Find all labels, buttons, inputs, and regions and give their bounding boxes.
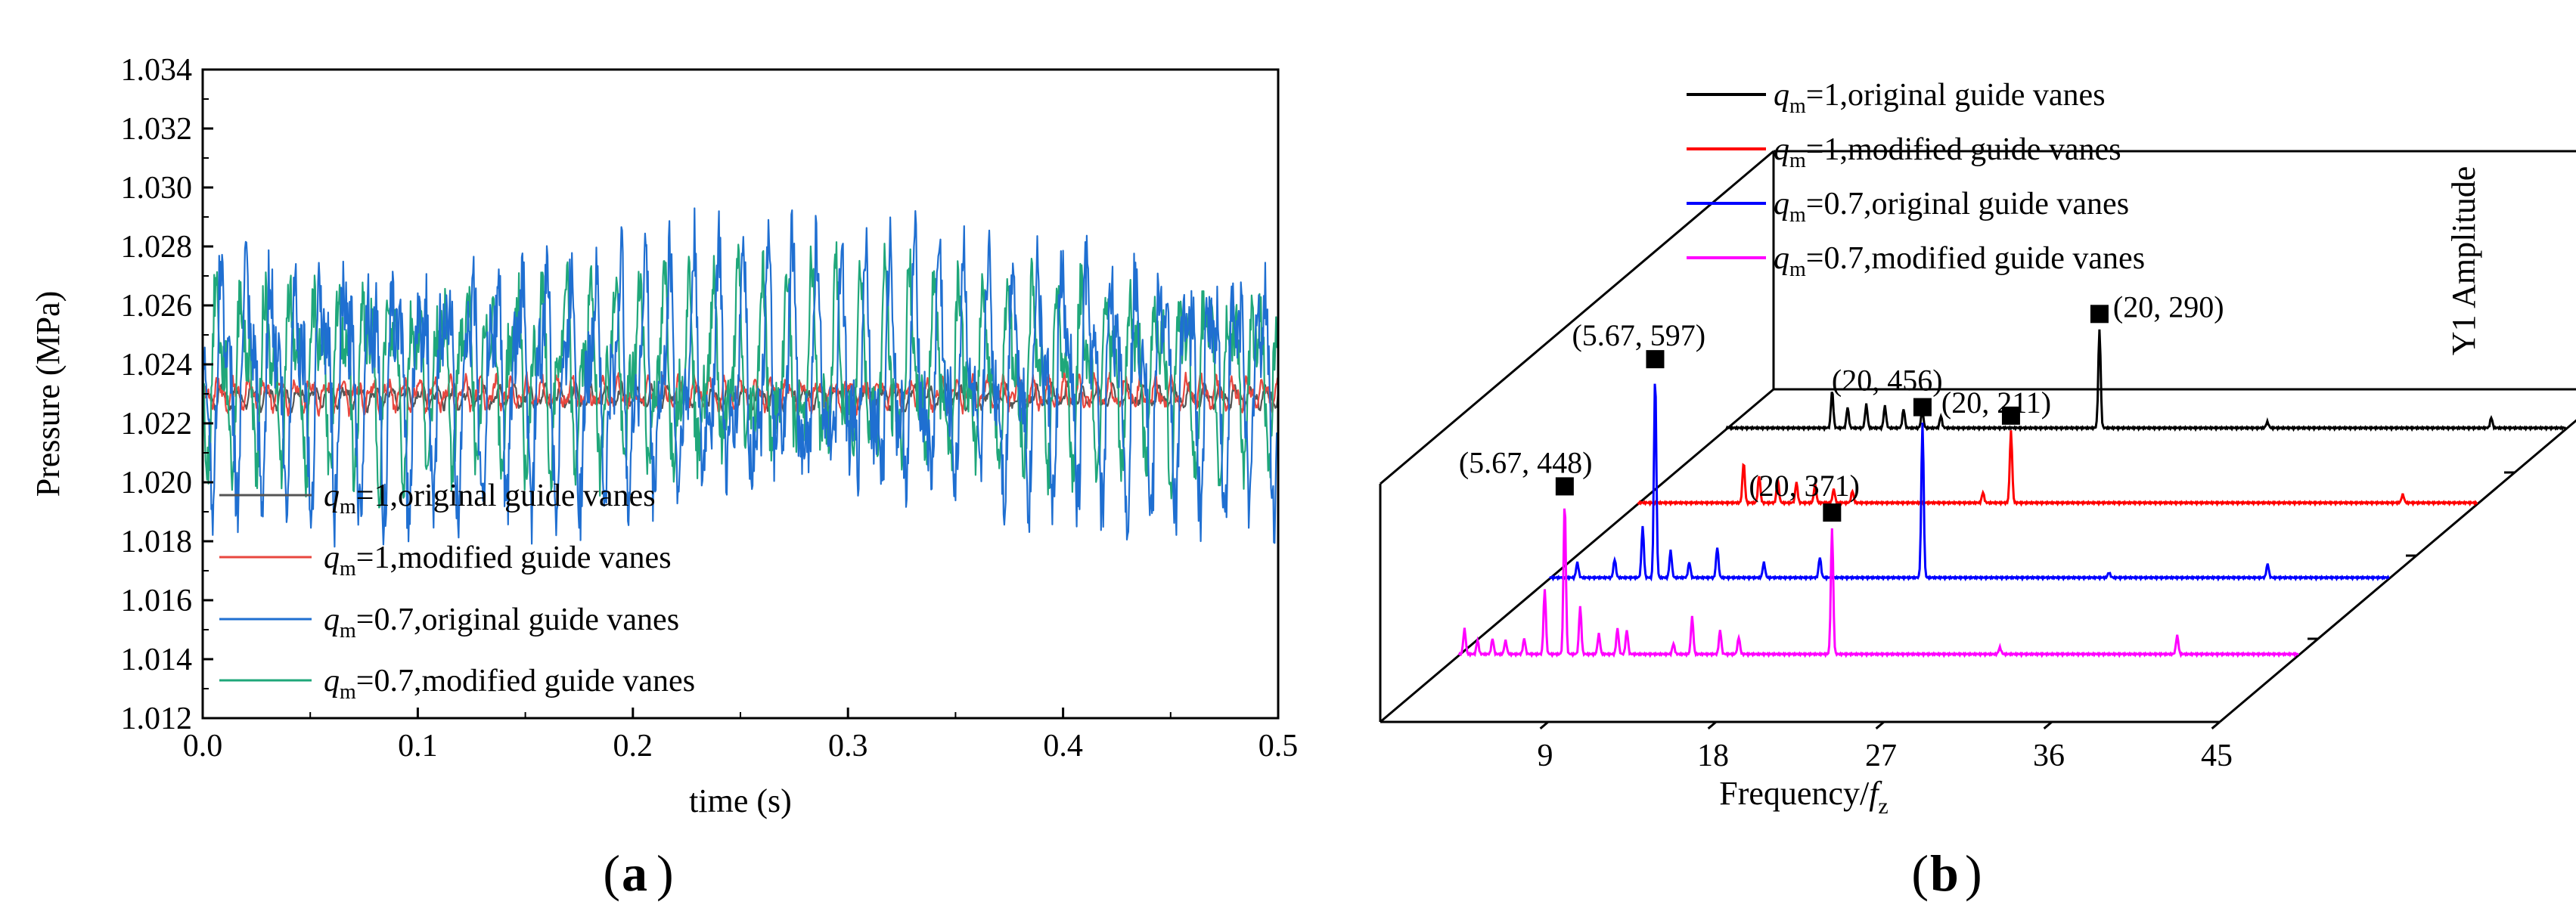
panel-b-legend-item: qm=0.7,original guide vanes — [1687, 187, 2129, 227]
panel-b-peak-annotation: (20, 211) — [1941, 386, 2051, 425]
panel-b-peak-annotation: (20, 371) — [1749, 469, 1860, 522]
panel-a-series-line-2 — [201, 207, 1280, 548]
panel-a-legend-label: qm=0.7,modified guide vanes — [324, 664, 695, 704]
panel-b-peak-marker — [1555, 477, 1574, 496]
panel-b-legend-label: qm=0.7,modified guide vanes — [1774, 241, 2145, 281]
panel-a-x-tick-label: 0.1 — [398, 729, 438, 763]
panel-a-x-tick-label: 0.2 — [613, 729, 653, 763]
svg-text:(: ( — [1911, 844, 1929, 902]
panel-a-y-tick-label: 1.034 — [121, 53, 193, 88]
panel-a-legend-item: qm=0.7,original guide vanes — [219, 602, 679, 643]
panel-b-x-tick — [2211, 720, 2221, 729]
panel-b-legend-label: qm=0.7,original guide vanes — [1774, 187, 2129, 227]
panel-a-y-axis: 1.012 1.014 1.016 1.018 1.020 1.022 1.024 1.026… — [121, 53, 213, 736]
panel-b-peak-label: (5.67, 597) — [1572, 318, 1705, 352]
panel-b-chart: (5.67, 597) (5.67, 448) (20, 456) (20, 371)… — [1379, 78, 2576, 902]
panel-a-x-tick-label: 0.4 — [1043, 729, 1083, 763]
panel-a-y-tick-label: 1.014 — [121, 643, 193, 677]
panel-a-x-axis: 0.0 0.1 0.2 0.3 0.4 0.5 — [183, 708, 1299, 763]
panel-b-peak-label: (20, 371) — [1749, 469, 1860, 503]
panel-a-series-lines — [201, 207, 1280, 548]
panel-b-x-tick — [1875, 720, 1885, 729]
panel-b-legend-item: qm=1,modified guide vanes — [1687, 132, 2121, 172]
panel-a-y-tick-label: 1.018 — [121, 525, 193, 559]
svg-text:): ) — [656, 844, 674, 902]
panel-b-x-tick — [2043, 720, 2053, 729]
svg-text:(: ( — [603, 844, 620, 902]
panel-b-trace-1 — [1637, 430, 2478, 507]
panel-a-label: ( a ) — [603, 844, 673, 902]
panel-b-trace-3 — [1457, 508, 2299, 658]
panel-a-legend-label: qm=1,modified guide vanes — [324, 540, 672, 581]
panel-a-y-tick-label: 1.016 — [121, 584, 193, 618]
panel-b-floor-edge — [2219, 419, 2576, 723]
svg-text:): ) — [1965, 844, 1982, 902]
panel-b-peak-annotation: (20, 456) — [1832, 364, 1943, 417]
panel-b-legend-item: qm=1,original guide vanes — [1687, 78, 2106, 118]
panel-b-peak-marker — [1823, 503, 1842, 522]
panel-b-x-tick — [1539, 720, 1549, 729]
panel-a-legend-label: qm=0.7,original guide vanes — [324, 602, 679, 643]
panel-b-label: ( b ) — [1911, 844, 1982, 902]
panel-b-annotations: (5.67, 597) (5.67, 448) (20, 456) (20, 371)… — [1459, 290, 2224, 522]
panel-b-floor-edge — [1380, 388, 1774, 723]
panel-b-peak-label: (20, 456) — [1832, 364, 1943, 398]
panel-b-peak-label: (5.67, 448) — [1459, 445, 1593, 479]
panel-a-chart: 0.0 0.1 0.2 0.3 0.4 0.5 1.0121.0141.0161.0181… — [29, 53, 1298, 902]
panel-b-x-tick-label: 27 — [1865, 739, 1897, 773]
panel-a-x-axis-label: time (s) — [689, 782, 792, 819]
panel-b-legend-label: qm=1,original guide vanes — [1774, 78, 2106, 118]
panel-a-legend: qm=1,original guide vanes qm=1,modified g… — [219, 479, 695, 704]
panel-a-x-tick-label: 0.0 — [183, 729, 223, 763]
panel-b-peak-marker — [2001, 406, 2020, 425]
panel-b-peak-annotation: (20, 290) — [2090, 290, 2224, 324]
panel-a-y-axis-label: Pressure (MPa) — [29, 291, 67, 497]
panel-a-legend-item: qm=1,modified guide vanes — [219, 540, 672, 581]
panel-a-y-tick-label: 1.026 — [121, 289, 193, 324]
panel-b-peak-label: (20, 290) — [2113, 290, 2224, 324]
panel-b-3d-frame — [1379, 150, 2576, 723]
panel-a-y-tick-label: 1.022 — [121, 407, 193, 441]
panel-a-x-tick-label: 0.3 — [828, 729, 868, 763]
panel-a-legend-item: qm=1,original guide vanes — [219, 479, 656, 519]
panel-b-series-traces — [1457, 329, 2567, 658]
panel-b-x-tick-label: 45 — [2201, 739, 2233, 773]
panel-b-left-wall-top-edge — [1380, 150, 1774, 485]
panel-a-legend-item: qm=0.7,modified guide vanes — [219, 664, 695, 704]
panel-b-legend: qm=1,original guide vanes qm=1,modified g… — [1687, 78, 2145, 281]
panel-b-letter: b — [1930, 844, 1959, 902]
panel-b-peak-annotation: (5.67, 448) — [1459, 445, 1593, 496]
panel-b-trace-2 — [1548, 383, 2390, 582]
panel-a-y-tick-label: 1.028 — [121, 230, 193, 265]
panel-a-y-tick-label: 1.012 — [121, 702, 193, 736]
panel-b-legend-label: qm=1,modified guide vanes — [1774, 132, 2121, 172]
panel-b-amplitude-axis-label: Y1 Amplitude — [2445, 166, 2482, 356]
panel-a-y-tick-label: 1.024 — [121, 348, 193, 383]
panel-b-peak-marker — [1646, 350, 1665, 369]
panel-a-y-tick-label: 1.030 — [121, 171, 193, 206]
panel-b-peak-annotation: (5.67, 597) — [1572, 318, 1705, 369]
panel-b-x-tick — [1707, 720, 1717, 729]
panel-b-peak-marker — [1913, 398, 1932, 417]
panel-b-x-tick-label: 36 — [2033, 739, 2065, 773]
panel-b-x-axis: 9 18 27 36 45 — [1538, 720, 2233, 773]
panel-a-letter: a — [622, 844, 647, 902]
panel-b-x-axis-label: Frequency/fz — [1719, 775, 1889, 819]
panel-b-peak-label: (20, 211) — [1941, 386, 2051, 420]
panel-a-y-tick-label: 1.020 — [121, 466, 193, 500]
panel-b-x-tick-label: 18 — [1697, 739, 1729, 773]
panel-b-x-tick-label: 9 — [1538, 739, 1553, 773]
panel-a-legend-label: qm=1,original guide vanes — [324, 479, 656, 519]
panel-a-x-tick-label: 0.5 — [1259, 729, 1299, 763]
panel-b-trace-0 — [1725, 329, 2567, 432]
panel-a-y-tick-label: 1.032 — [121, 112, 193, 147]
panel-b-legend-item: qm=0.7,modified guide vanes — [1687, 241, 2145, 281]
panel-b-peak-marker — [2090, 305, 2109, 324]
